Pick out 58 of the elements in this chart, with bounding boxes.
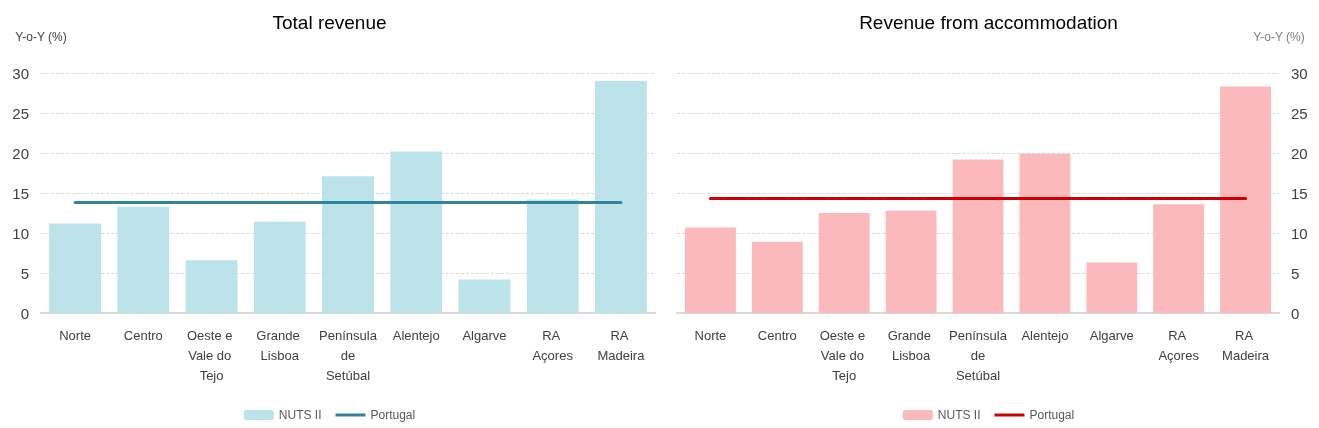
bar	[594, 81, 647, 313]
y2-tick-label: 10	[1291, 224, 1308, 242]
y2-tick-label: 30	[1291, 64, 1308, 82]
bar	[526, 199, 579, 313]
y2-axis-title: Y-o-Y (%)	[1253, 30, 1305, 44]
x-tick-label: RA Açores	[532, 327, 574, 363]
legend-label: NUTS II	[278, 408, 322, 422]
x-tick-label: RA Açores	[1158, 327, 1200, 363]
x-tick-label: Alentejo	[392, 327, 440, 343]
y-tick-label: 15	[12, 184, 29, 202]
chart-title: Revenue from accommodation	[859, 12, 1118, 33]
x-tick-label: Grande Lisboa	[887, 327, 935, 363]
y2-tick-label: 5	[1291, 264, 1300, 282]
y-tick-label: 25	[12, 104, 29, 122]
x-tick-label: RA Madeira	[1222, 327, 1270, 363]
y-tick-label: 30	[12, 64, 29, 82]
y2-tick-label: 0	[1291, 304, 1300, 322]
bar	[49, 223, 102, 313]
bar	[1220, 86, 1271, 313]
y-tick-label: 20	[12, 144, 29, 162]
y2-tick-label: 25	[1291, 104, 1308, 122]
x-tick-label: Península de Setúbal	[319, 327, 378, 383]
bar	[818, 213, 870, 313]
legend-label: Portugal	[1029, 408, 1075, 422]
chart-title: Total revenue	[272, 12, 387, 33]
bar	[952, 159, 1004, 313]
y-tick-label: 0	[20, 304, 29, 322]
y-tick-label: 10	[12, 224, 29, 242]
x-tick-label: Península de Setúbal	[949, 327, 1008, 383]
bar	[458, 279, 511, 313]
x-tick-label: Centro	[757, 327, 797, 343]
x-tick-label: Norte	[694, 327, 727, 343]
x-tick-label: Centro	[123, 327, 163, 343]
y2-tick-label: 15	[1291, 184, 1308, 202]
bar	[390, 151, 443, 313]
bar	[253, 221, 306, 313]
bar	[685, 227, 736, 313]
bar	[185, 260, 238, 313]
x-tick-label: Algarve	[1089, 327, 1134, 343]
bar	[751, 241, 803, 313]
x-tick-label: Grande Lisboa	[256, 327, 304, 363]
legend-label: NUTS II	[937, 408, 981, 422]
bar	[1086, 262, 1138, 313]
x-tick-label: Algarve	[462, 327, 507, 343]
bar	[322, 176, 374, 313]
bar	[117, 206, 170, 313]
y-axis-title: Y-o-Y (%)	[15, 30, 67, 44]
x-tick-label: Oeste e Vale do Tejo	[186, 327, 237, 383]
legend-label: Portugal	[370, 408, 416, 422]
y-tick-label: 5	[20, 264, 29, 282]
bar	[1019, 153, 1071, 313]
bar	[885, 210, 937, 313]
x-tick-label: RA Madeira	[597, 327, 646, 363]
y2-tick-label: 20	[1291, 144, 1308, 162]
bar	[1153, 204, 1205, 313]
x-tick-label: Oeste e Vale do Tejo	[819, 327, 869, 383]
x-tick-label: Norte	[59, 327, 92, 343]
x-tick-label: Alentejo	[1021, 327, 1069, 343]
